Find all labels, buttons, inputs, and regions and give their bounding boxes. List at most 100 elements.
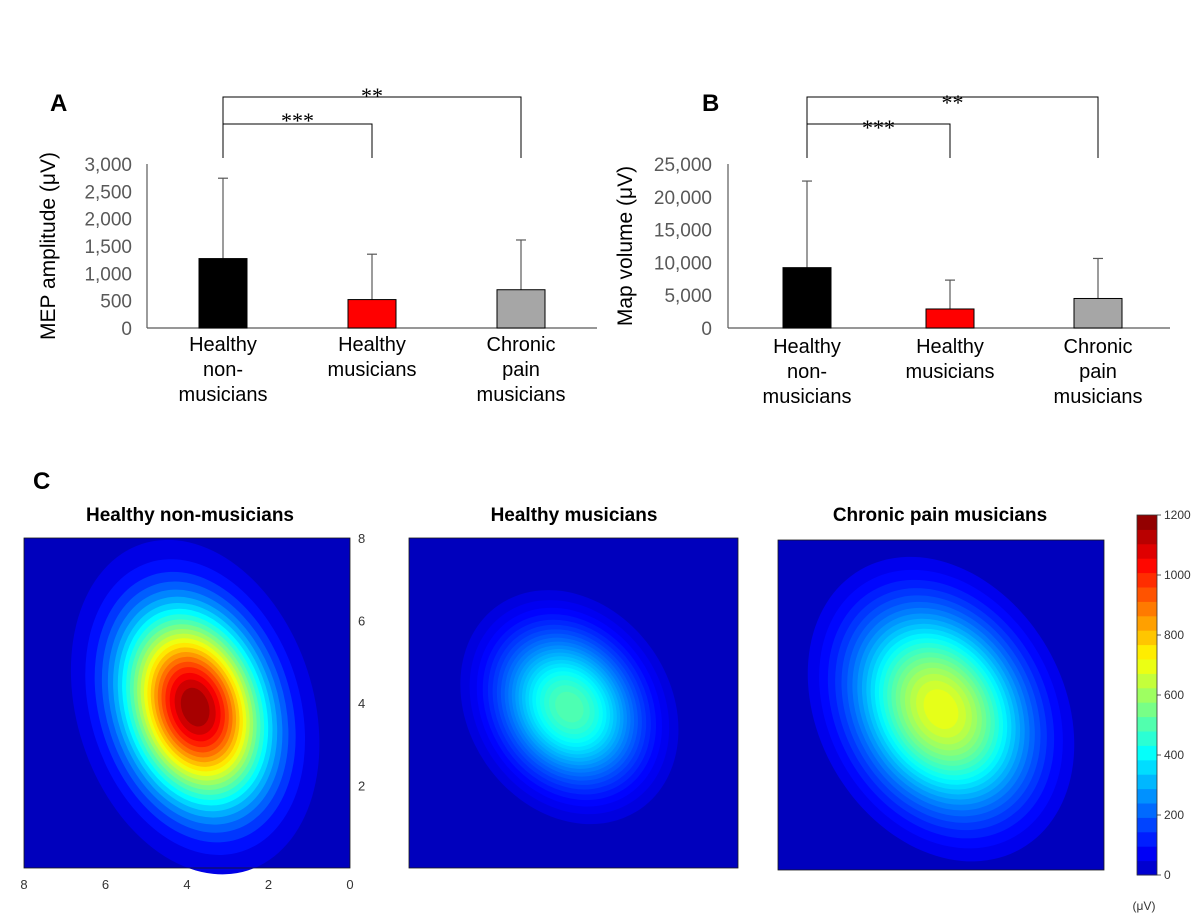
bar (925, 308, 975, 329)
colorbar-segment (1137, 759, 1157, 775)
colorbar-segment (1137, 846, 1157, 862)
y-tick-label: 20,000 (654, 188, 712, 209)
heatmap-1: Healthy non-musicians 8 6 4 2 0 2 4 6 8 (20, 505, 365, 892)
colorbar-segment (1137, 860, 1157, 876)
y-tick-label: 10,000 (654, 253, 712, 274)
colorbar-segment (1137, 543, 1157, 559)
significance-label: ** (361, 83, 383, 108)
heatmap-3: Chronic pain musicians (777, 505, 1105, 871)
colorbar-segment (1137, 687, 1157, 703)
x-tick-label: 0 (346, 877, 353, 892)
y-tick-label: 1,000 (84, 264, 132, 285)
x-category-label: Chronic (487, 334, 556, 356)
heatmap-frame (23, 537, 351, 869)
colorbar-segment (1137, 529, 1157, 545)
y-tick-label: 8 (358, 531, 365, 546)
x-category-label: pain (1079, 361, 1117, 383)
x-tick-label: 4 (183, 877, 190, 892)
contour-band (923, 689, 959, 730)
colorbar-segment (1137, 702, 1157, 718)
y-axis-label: Map volume (μV) (614, 166, 637, 326)
y-tick-label: 0 (121, 319, 132, 340)
heatmap-title: Healthy non-musicians (86, 505, 294, 526)
bar-chart-map-volume: 0 5,000 10,000 15,000 20,000 25,000 Map volume… (614, 90, 1170, 408)
contour-band (180, 687, 210, 727)
colorbar-tick-label: 1000 (1164, 568, 1191, 582)
colorbar-tick-label: 1200 (1164, 508, 1191, 522)
contour-band (555, 691, 584, 723)
colorbar-segment (1137, 615, 1157, 631)
x-category-label: musicians (477, 384, 566, 406)
bar (496, 289, 546, 329)
heatmap-panel: Healthy non-musicians 8 6 4 2 0 2 4 6 8 Healthy mu… (20, 505, 1105, 892)
colorbar-segment (1137, 731, 1157, 746)
colorbar: 0 200 400 600 800 1000 1200 (μV) (1133, 508, 1191, 913)
bar (782, 267, 832, 329)
colorbar-tick-label: 400 (1164, 748, 1184, 762)
x-category-label: musicians (328, 359, 417, 381)
heatmap-frame (408, 537, 739, 869)
colorbar-segment (1137, 817, 1157, 833)
bar-chart-mep-amplitude: 0 500 1,000 1,500 2,000 2,500 3,000 MEP amplitu… (37, 83, 597, 406)
colorbar-segment (1137, 630, 1157, 646)
colorbar-segment (1137, 601, 1157, 617)
x-tick-label: 6 (102, 877, 109, 892)
significance-bracket (806, 96, 1099, 158)
x-tick-label: 8 (20, 877, 27, 892)
x-category-label: musicians (763, 386, 852, 408)
y-tick-label: 2,000 (84, 210, 132, 231)
heatmap-frame (777, 539, 1105, 871)
colorbar-tick-label: 800 (1164, 628, 1184, 642)
significance-label: *** (281, 108, 314, 133)
panel-label-c: C (33, 468, 50, 495)
x-category-label: musicians (906, 361, 995, 383)
panel-label-a: A (50, 90, 67, 117)
x-category-label: Healthy (916, 336, 984, 358)
colorbar-segment (1137, 831, 1157, 847)
y-tick-label: 5,000 (664, 286, 712, 307)
colorbar-tick-label: 600 (1164, 688, 1184, 702)
y-tick-label: 15,000 (654, 221, 712, 242)
x-category-label: Chronic (1064, 336, 1133, 358)
x-category-label: non- (203, 359, 243, 381)
y-tick-label: 4 (358, 696, 365, 711)
y-tick-label: 500 (100, 292, 132, 313)
panel-label-b: B (702, 90, 719, 117)
y-tick-label: 1,500 (84, 237, 132, 258)
x-category-label: musicians (1054, 386, 1143, 408)
colorbar-segment (1137, 644, 1157, 660)
colorbar-segment (1137, 745, 1157, 761)
colorbar-segment (1137, 587, 1157, 602)
colorbar-segment (1137, 558, 1157, 574)
significance-label: ** (942, 90, 964, 115)
x-category-label: Healthy (189, 334, 257, 356)
x-category-label: musicians (179, 384, 268, 406)
colorbar-segment (1137, 774, 1157, 790)
significance-bracket (222, 96, 522, 158)
x-category-label: Healthy (338, 334, 406, 356)
heatmap-2: Healthy musicians (408, 505, 739, 869)
colorbar-tick-label: 0 (1164, 868, 1171, 882)
heatmap-title: Healthy musicians (491, 505, 658, 526)
heatmap-title: Chronic pain musicians (833, 505, 1047, 526)
x-tick-label: 2 (265, 877, 272, 892)
y-axis-label: MEP amplitude (μV) (37, 152, 60, 340)
colorbar-tick-label: 200 (1164, 808, 1184, 822)
colorbar-segment (1137, 788, 1157, 804)
x-category-label: pain (502, 359, 540, 381)
y-tick-label: 25,000 (654, 155, 712, 176)
colorbar-unit: (μV) (1133, 899, 1156, 913)
colorbar-segment (1137, 716, 1157, 732)
bar (1073, 297, 1123, 329)
x-category-label: Healthy (773, 336, 841, 358)
y-tick-label: 2,500 (84, 182, 132, 203)
colorbar-segment (1137, 673, 1157, 689)
y-tick-label: 0 (701, 319, 712, 340)
y-tick-label: 2 (358, 779, 365, 794)
x-category-label: non- (787, 361, 827, 383)
bar (198, 258, 248, 329)
y-tick-label: 3,000 (84, 155, 132, 176)
colorbar-segment (1137, 515, 1157, 530)
colorbar-segment (1137, 659, 1157, 674)
colorbar-segment (1137, 803, 1157, 818)
